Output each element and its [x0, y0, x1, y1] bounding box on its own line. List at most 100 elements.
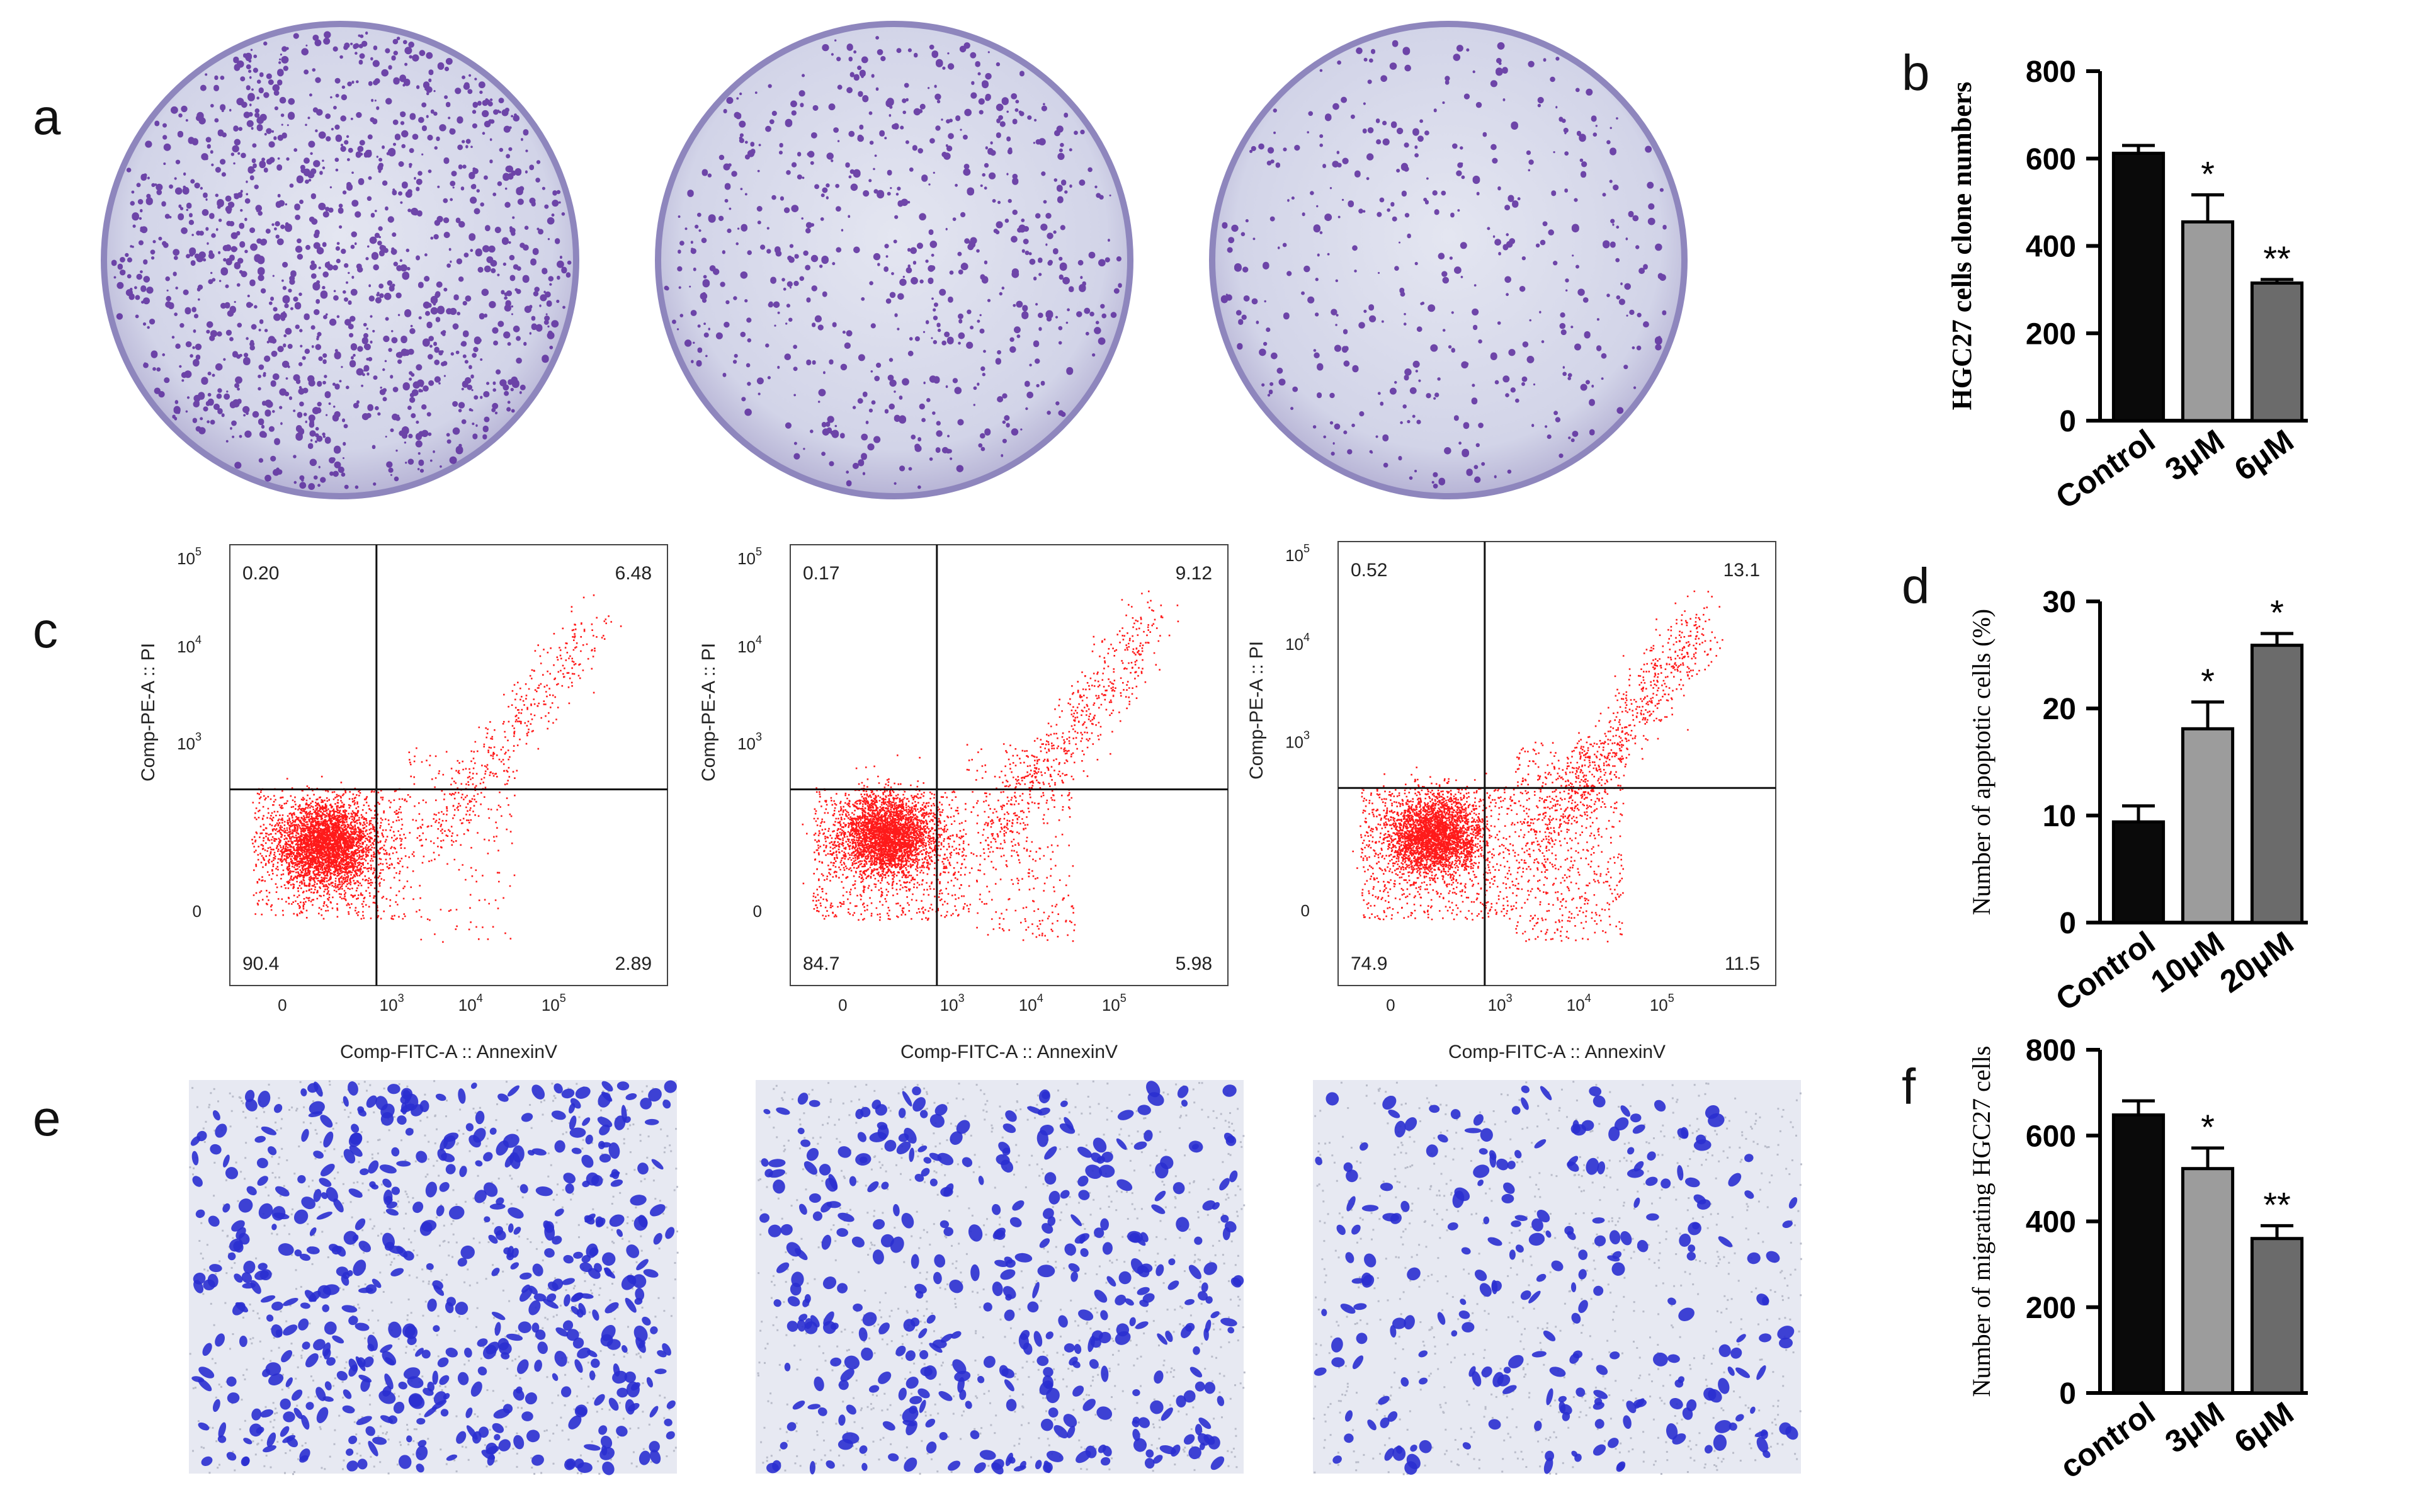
migrating-cell [814, 1376, 824, 1392]
migrating-cell [853, 1303, 863, 1312]
migrating-cell [992, 1203, 1001, 1215]
migrating-cell [561, 1088, 575, 1099]
migrating-cell [1578, 1269, 1587, 1280]
migrating-cell [504, 1154, 514, 1168]
migrating-cell [528, 1285, 538, 1295]
migrating-cell [787, 1296, 800, 1307]
migrating-cell [515, 1386, 523, 1394]
migrating-cell [1678, 1376, 1684, 1384]
migrating-cell [952, 1359, 967, 1375]
migrating-cell [574, 1458, 584, 1469]
migrating-cell [1474, 1270, 1487, 1282]
migrating-cell [906, 1420, 917, 1436]
migrating-cell [1001, 1159, 1014, 1173]
migrating-cell [417, 1440, 427, 1447]
migrating-cell [1064, 1343, 1075, 1353]
migrating-cell [592, 1309, 599, 1321]
y-axis-label: Number of migrating HGC27 cells [1967, 1046, 1996, 1397]
migrating-cell [1586, 1157, 1599, 1175]
category-label: 3μM [2159, 423, 2230, 487]
y-tick-label: 20 [2043, 693, 2076, 726]
plate-disc [1209, 21, 1688, 499]
migrating-cell [1572, 1350, 1583, 1359]
category-label: 10μM [2144, 924, 2230, 999]
migrating-cell [225, 1167, 239, 1179]
migrating-cell [577, 1347, 591, 1359]
flow-x-axis-label: Comp-FITC-A :: AnnexinV [1448, 1042, 1666, 1062]
migrating-cell [1080, 1248, 1089, 1258]
migrating-cell [649, 1441, 660, 1453]
migrating-cell [1400, 1200, 1410, 1212]
migrating-cell [625, 1399, 635, 1415]
migrating-cell [1468, 1366, 1476, 1377]
migrating-cell [1460, 1299, 1467, 1305]
y-tick-label: 0 [753, 902, 762, 921]
migrating-cell [243, 1438, 253, 1445]
migrating-cell [435, 1093, 446, 1101]
migrating-cell [763, 1108, 771, 1115]
migrating-cell [535, 1186, 553, 1197]
migrating-cell [208, 1215, 220, 1227]
bar [2250, 644, 2304, 924]
migrating-cell [1040, 1418, 1053, 1431]
migrating-cell [861, 1347, 873, 1361]
migrating-cell [1735, 1414, 1744, 1422]
migrating-cell [1043, 1367, 1053, 1377]
migrating-cell [1380, 1417, 1390, 1428]
migrating-cell [519, 1272, 532, 1280]
migrating-cell [227, 1392, 240, 1404]
migrating-cell [902, 1091, 912, 1106]
migrating-cell [923, 1157, 932, 1164]
migrating-cell [612, 1370, 628, 1384]
migrating-cell [1172, 1182, 1185, 1195]
migrating-cell [192, 1176, 203, 1187]
migrating-cell [278, 1243, 294, 1256]
migrating-cell [440, 1409, 449, 1417]
migrating-cell [1220, 1214, 1229, 1223]
migrating-cell [950, 1131, 963, 1145]
migrating-cell [1129, 1232, 1140, 1243]
migrating-cell [455, 1302, 468, 1316]
migrating-cell [320, 1115, 333, 1128]
migrating-cell [465, 1123, 474, 1132]
bar [2181, 1167, 2235, 1395]
migrating-cell [640, 1098, 652, 1110]
migrating-cell [568, 1415, 582, 1430]
migrating-cell [1219, 1178, 1230, 1191]
migrating-cell [348, 1081, 358, 1096]
migrating-cell [273, 1104, 283, 1113]
category-label: 3μM [2159, 1395, 2230, 1460]
migrating-cell [563, 1173, 576, 1184]
migrating-cell [302, 1341, 310, 1350]
migrating-cell [1098, 1164, 1115, 1178]
migrating-cell [868, 1385, 880, 1393]
y-tick-label: 0 [1301, 901, 1310, 920]
migrating-cell [254, 1135, 266, 1143]
migrating-cell [239, 1336, 247, 1347]
migrating-cell [1115, 1294, 1127, 1305]
migrating-cell [601, 1081, 613, 1092]
migrating-cell [212, 1110, 220, 1121]
migrating-cell [1082, 1399, 1096, 1411]
migrating-cell [1188, 1446, 1201, 1460]
migrating-cell [1543, 1330, 1556, 1341]
migrating-cell [356, 1416, 372, 1425]
migrating-cell [201, 1456, 213, 1466]
migrating-cell [1750, 1406, 1756, 1414]
migrating-cell [1630, 1113, 1642, 1123]
migrating-cell [432, 1280, 443, 1290]
migrating-cell [1395, 1445, 1403, 1454]
migrating-cell [1140, 1263, 1153, 1273]
migrating-cell [1503, 1367, 1511, 1374]
migrating-cell [1489, 1150, 1497, 1161]
migrating-cell [333, 1198, 344, 1213]
migrating-cell [519, 1288, 533, 1302]
migrating-cell [1378, 1395, 1390, 1405]
migrating-cell [809, 1461, 815, 1475]
migrating-cell [905, 1350, 916, 1361]
migrating-cell [1129, 1317, 1136, 1327]
migrating-cell [1678, 1307, 1695, 1321]
migrating-cell [764, 1169, 773, 1178]
migrating-cell [521, 1284, 530, 1293]
migrating-cell [336, 1266, 349, 1276]
